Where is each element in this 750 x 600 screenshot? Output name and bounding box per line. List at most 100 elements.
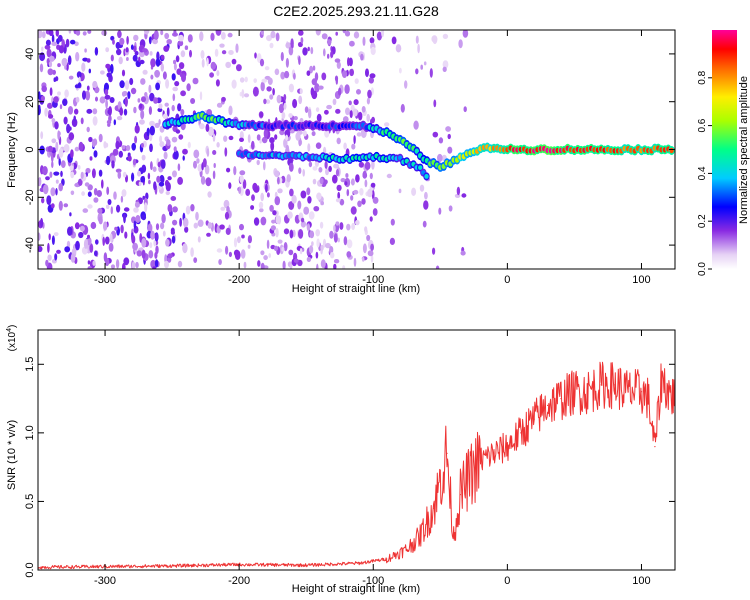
noise-speck bbox=[326, 104, 332, 110]
noise-speck bbox=[306, 223, 311, 232]
noise-speck bbox=[362, 170, 367, 179]
noise-speck bbox=[149, 125, 155, 136]
noise-speck bbox=[46, 195, 52, 206]
noise-speck bbox=[98, 133, 103, 143]
noise-speck bbox=[326, 39, 332, 45]
noise-speck bbox=[260, 81, 265, 92]
noise-speck bbox=[366, 113, 371, 122]
noise-speck bbox=[260, 250, 265, 256]
noise-speck bbox=[90, 221, 97, 230]
noise-speck bbox=[353, 189, 359, 195]
noise-speck bbox=[315, 229, 321, 237]
noise-speck bbox=[48, 61, 53, 68]
noise-speck bbox=[54, 121, 59, 130]
noise-speck bbox=[348, 57, 353, 67]
noise-speck bbox=[64, 246, 71, 253]
noise-speck bbox=[81, 191, 85, 196]
noise-speck bbox=[39, 52, 46, 62]
noise-speck bbox=[74, 146, 80, 152]
noise-speck bbox=[87, 184, 93, 191]
noise-speck bbox=[109, 97, 115, 103]
noise-speck bbox=[302, 130, 307, 137]
noise-speck bbox=[259, 138, 262, 144]
noise-speck bbox=[336, 137, 341, 145]
noise-speck bbox=[184, 45, 189, 50]
noise-speck bbox=[83, 239, 88, 250]
noise-speck bbox=[307, 196, 312, 204]
noise-speck bbox=[337, 237, 341, 243]
noise-speck bbox=[134, 124, 140, 134]
noise-speck bbox=[121, 189, 127, 197]
noise-speck bbox=[307, 143, 311, 152]
noise-speck bbox=[316, 238, 320, 248]
noise-speck bbox=[141, 154, 146, 161]
noise-speck bbox=[139, 119, 145, 125]
noise-speck bbox=[133, 106, 137, 114]
noise-speck bbox=[98, 169, 103, 177]
snr-ylabel: SNR (10 * v/v) bbox=[6, 420, 18, 490]
noise-speck bbox=[320, 244, 324, 251]
noise-speck bbox=[270, 30, 276, 39]
noise-speck bbox=[117, 171, 122, 179]
noise-speck bbox=[370, 182, 376, 188]
noise-speck bbox=[103, 141, 107, 149]
snr-point bbox=[667, 391, 669, 393]
noise-speck bbox=[259, 208, 264, 213]
noise-speck bbox=[153, 239, 157, 247]
noise-speck bbox=[89, 156, 93, 161]
noise-speck bbox=[391, 36, 397, 45]
noise-speck bbox=[270, 141, 275, 151]
noise-speck bbox=[283, 242, 288, 252]
noise-speck bbox=[131, 172, 135, 182]
noise-speck bbox=[75, 51, 80, 62]
noise-speck bbox=[274, 170, 280, 178]
noise-speck bbox=[154, 259, 159, 268]
noise-speck bbox=[225, 227, 231, 235]
noise-speck bbox=[404, 80, 408, 89]
noise-speck bbox=[190, 98, 196, 104]
noise-speck bbox=[164, 32, 170, 40]
noise-speck bbox=[110, 264, 116, 269]
noise-speck bbox=[270, 225, 276, 231]
noise-speck bbox=[118, 150, 124, 158]
y-tick-label: 0 bbox=[24, 146, 36, 152]
noise-speck bbox=[228, 251, 232, 258]
noise-speck bbox=[386, 173, 392, 179]
noise-speck bbox=[53, 96, 59, 103]
noise-speck bbox=[106, 72, 112, 78]
noise-speck bbox=[133, 34, 139, 42]
noise-speck bbox=[134, 50, 139, 56]
noise-speck bbox=[423, 61, 427, 66]
snr-point bbox=[386, 558, 388, 560]
noise-speck bbox=[233, 237, 238, 248]
noise-speck bbox=[342, 30, 346, 34]
signal-track-point bbox=[414, 148, 419, 154]
noise-speck bbox=[50, 203, 55, 209]
noise-speck bbox=[100, 70, 105, 75]
noise-speck bbox=[285, 57, 289, 68]
noise-speck bbox=[216, 142, 220, 148]
noise-speck bbox=[390, 218, 395, 226]
noise-speck bbox=[212, 133, 216, 142]
noise-speck bbox=[186, 83, 191, 92]
noise-speck bbox=[239, 137, 244, 142]
noise-speck bbox=[368, 77, 374, 84]
noise-speck bbox=[86, 58, 91, 63]
noise-speck bbox=[159, 141, 165, 148]
noise-speck bbox=[239, 131, 244, 140]
noise-speck bbox=[86, 85, 90, 91]
x-tick-label: -200 bbox=[228, 575, 250, 587]
noise-speck bbox=[276, 94, 282, 104]
noise-speck bbox=[300, 220, 306, 228]
noise-speck bbox=[366, 97, 370, 105]
noise-speck bbox=[411, 187, 417, 196]
noise-speck bbox=[347, 57, 350, 67]
noise-speck bbox=[197, 219, 204, 227]
noise-speck bbox=[135, 215, 141, 223]
noise-speck bbox=[369, 216, 373, 222]
noise-speck bbox=[315, 142, 322, 149]
noise-speck bbox=[148, 84, 152, 94]
noise-speck bbox=[44, 44, 51, 50]
noise-speck bbox=[104, 89, 109, 96]
noise-speck bbox=[298, 167, 302, 174]
